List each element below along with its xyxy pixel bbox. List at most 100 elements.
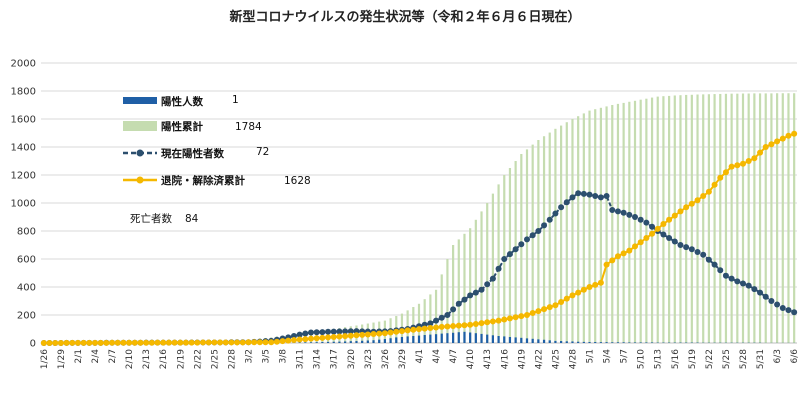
cumulative-bar (662, 96, 665, 344)
x-tick-label: 5/10 (637, 349, 647, 369)
cumulative-bar (434, 289, 438, 343)
active-point (308, 329, 314, 336)
recovered-point (40, 340, 47, 346)
active-point (472, 289, 479, 296)
recovered-point (353, 332, 360, 339)
daily-bar (423, 335, 426, 343)
active-point (688, 246, 695, 253)
recovered-point (74, 339, 81, 346)
x-tick-label: 2/16 (159, 349, 169, 369)
active-point (302, 330, 309, 337)
cumulative-bar (685, 94, 688, 343)
x-tick-label: 2/4 (91, 349, 101, 364)
y-tick-label: 1800 (11, 87, 36, 98)
x-tick-label: 4/4 (432, 349, 442, 364)
active-point (705, 256, 712, 263)
x-tick-label: 3/14 (313, 349, 323, 369)
daily-bar (349, 341, 352, 343)
recovered-point (518, 313, 525, 320)
cumulative-bar (633, 100, 637, 343)
active-point (495, 265, 502, 272)
recovered-point (614, 253, 621, 260)
recovered-point (222, 339, 229, 346)
daily-bar (372, 340, 375, 343)
active-point (427, 320, 434, 327)
daily-bar (508, 336, 512, 343)
recovered-point (734, 162, 741, 169)
daily-bar (622, 342, 625, 343)
active-point (614, 208, 621, 215)
cumulative-bar (565, 122, 568, 343)
cumulative-bar (423, 299, 426, 343)
y-tick-label: 800 (17, 227, 36, 238)
cumulative-bar (463, 233, 466, 343)
active-point (529, 232, 536, 239)
recovered-point (200, 339, 206, 346)
recovered-point (376, 330, 383, 337)
x-tick-label: 3/23 (364, 349, 374, 369)
x-tick-label: 4/7 (449, 349, 459, 363)
cumulative-bar (542, 136, 546, 343)
active-point (711, 261, 718, 268)
cumulative-bar (622, 102, 625, 344)
legend-label-cumulative: 陽性累計 (161, 120, 203, 133)
cumulative-bar (429, 294, 432, 343)
recovered-point (188, 339, 195, 346)
recovered-point (529, 310, 536, 317)
legend-swatch-daily (123, 97, 157, 104)
x-tick-label: 2/13 (142, 349, 152, 369)
daily-bar (565, 341, 568, 343)
recovered-point (586, 284, 593, 290)
recovered-point (182, 339, 189, 346)
cumulative-bar (525, 149, 529, 343)
active-point (484, 281, 491, 288)
active-point (461, 296, 468, 303)
legend-item-active: 現在陽性者数 72 (123, 146, 269, 160)
recovered-point (370, 331, 377, 338)
active-point (512, 246, 519, 253)
daily-bar (605, 342, 608, 343)
recovered-point (279, 338, 286, 345)
daily-bar (309, 342, 313, 343)
cumulative-bar (486, 203, 489, 343)
recovered-point (325, 334, 332, 341)
x-tick-label: 5/4 (603, 349, 613, 364)
recovered-point (552, 302, 559, 309)
x-tick-label: 2/28 (227, 349, 237, 369)
recovered-point (285, 337, 292, 344)
cumulative-bar (520, 154, 523, 343)
recovered-point (143, 339, 150, 346)
death-label: 死亡者数 (130, 212, 172, 225)
active-point (683, 244, 690, 251)
daily-bar (480, 333, 483, 343)
recovered-point (427, 325, 434, 332)
x-tick-label: 4/28 (568, 349, 578, 369)
recovered-point (512, 314, 519, 321)
active-point (791, 309, 798, 316)
daily-bar (599, 342, 602, 343)
cumulative-bar (724, 93, 728, 343)
active-point (626, 211, 633, 218)
y-tick-label: 1600 (11, 115, 36, 126)
x-tick-label: 5/31 (756, 349, 766, 369)
active-point (336, 328, 343, 335)
recovered-point (313, 335, 320, 342)
active-point (518, 241, 525, 248)
daily-bar (639, 342, 642, 343)
chart-title: 新型コロナウイルスの発生状況等（令和２年６月６日現在） (229, 9, 580, 25)
active-point (489, 275, 496, 282)
recovered-point (728, 163, 735, 170)
recovered-point (700, 193, 707, 199)
recovered-point (239, 339, 246, 346)
recovered-point (256, 339, 263, 346)
y-tick-label: 600 (17, 255, 36, 266)
recovered-point (148, 339, 155, 346)
legend-label-daily: 陽性人数 (161, 95, 203, 108)
active-point (734, 278, 741, 285)
active-point (347, 328, 354, 335)
daily-bar (497, 336, 500, 343)
daily-bar (548, 340, 551, 343)
x-tick-label: 5/25 (722, 349, 732, 369)
cumulative-bar (582, 113, 585, 344)
active-point (757, 289, 764, 296)
